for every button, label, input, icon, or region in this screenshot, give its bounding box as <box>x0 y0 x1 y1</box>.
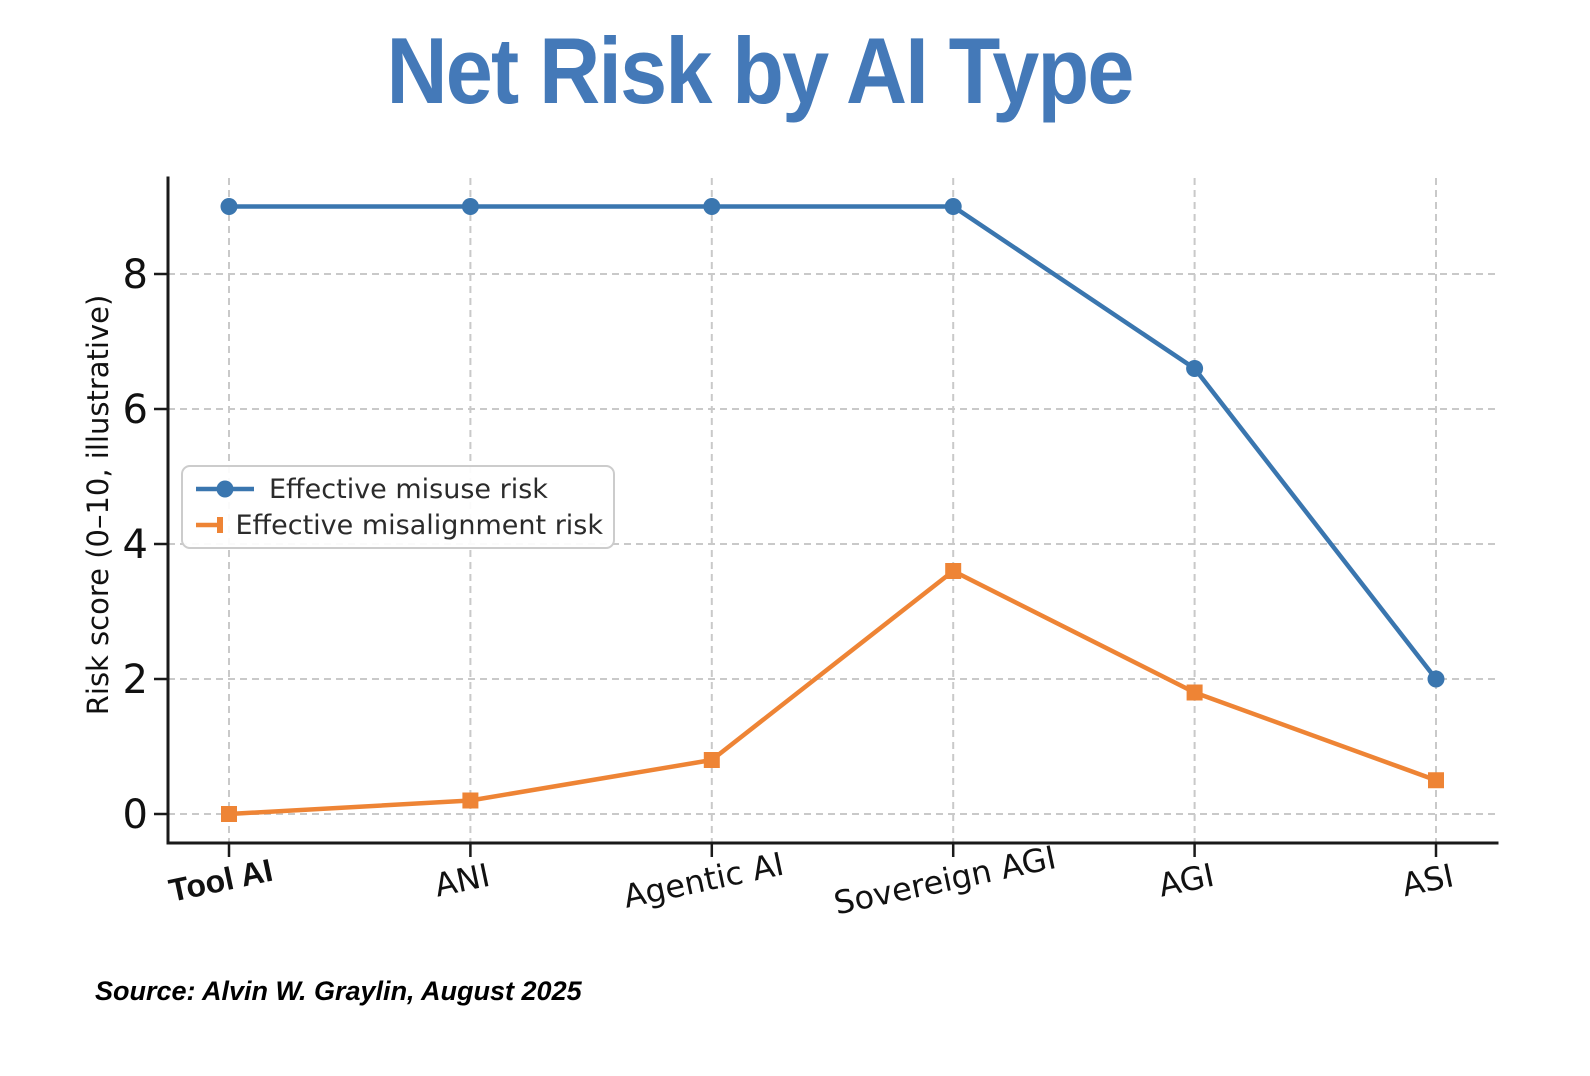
misuse-data-point <box>703 198 721 215</box>
misalignment-data-point <box>1186 684 1203 701</box>
misalignment-data-point <box>703 752 720 768</box>
misalignment-data-point <box>945 563 962 579</box>
chart-title-text: Net Risk by AI Type <box>386 18 1135 123</box>
misuse-data-point <box>461 198 479 215</box>
y-tick-label: 0 <box>123 792 148 838</box>
legend-item-misalignment: Effective misalignment risk <box>193 507 603 543</box>
y-axis-label: Risk score (0–10, illustrative) <box>81 295 115 716</box>
source-caption: Source: Alvin W. Graylin, August 2025 <box>95 976 582 1006</box>
chart-title: Net Risk by AI Type <box>0 18 1520 123</box>
x-tick-label: ANI <box>431 856 493 905</box>
y-tick-label: 6 <box>123 387 148 433</box>
x-tick-label: Tool AI <box>166 852 276 909</box>
y-tick-label: 2 <box>123 657 148 703</box>
misuse-data-point <box>220 198 238 215</box>
legend: Effective misuse risk Effective misalign… <box>181 465 615 549</box>
misalignment-data-point <box>462 792 479 809</box>
misuse-line-swatch-icon <box>196 480 254 498</box>
misalignment-data-point <box>221 806 237 822</box>
y-tick-label: 8 <box>123 252 148 298</box>
legend-label-misalignment: Effective misalignment risk <box>235 509 603 541</box>
legend-item-misuse: Effective misuse risk <box>193 471 603 507</box>
legend-label-misuse: Effective misuse risk <box>269 473 548 505</box>
x-tick-label: Agentic AI <box>620 845 787 916</box>
misuse-risk-line <box>229 204 1438 681</box>
x-tick-label: ASI <box>1399 856 1457 904</box>
misuse-data-point <box>1427 670 1445 688</box>
misalignment-line-swatch-icon <box>196 517 224 533</box>
x-tick-label: AGI <box>1155 856 1217 905</box>
x-tick-label: Sovereign AGI <box>830 838 1059 922</box>
misalignment-data-point <box>1428 772 1444 789</box>
misuse-data-point <box>944 198 962 215</box>
misalignment-risk-line <box>228 568 1437 817</box>
y-tick-label: 4 <box>123 522 148 568</box>
misuse-data-point <box>1186 360 1204 377</box>
